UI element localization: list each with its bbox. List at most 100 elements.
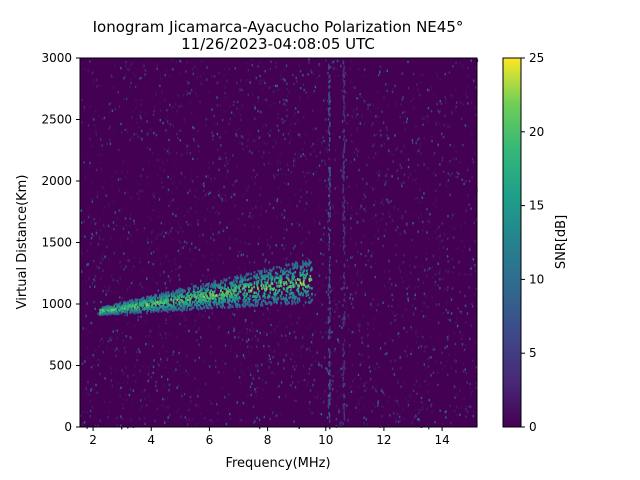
heatmap-cell — [163, 270, 165, 274]
heatmap-cell — [451, 172, 453, 175]
heatmap-cell — [283, 272, 285, 276]
heatmap-cell — [350, 160, 352, 164]
heatmap-cell — [131, 302, 133, 306]
heatmap-cell — [303, 141, 306, 144]
heatmap-cell — [103, 225, 105, 228]
heatmap-cell — [149, 399, 152, 402]
heatmap-cell — [184, 296, 187, 300]
heatmap-cell — [332, 374, 334, 378]
heatmap-cell — [471, 141, 473, 144]
heatmap-cell — [294, 107, 297, 110]
heatmap-cell — [239, 419, 241, 422]
heatmap-cell — [435, 303, 437, 306]
heatmap-cell — [145, 320, 147, 323]
heatmap-cell — [283, 367, 285, 370]
heatmap-cell — [160, 293, 163, 297]
heatmap-cell — [164, 307, 167, 310]
heatmap-cell — [447, 179, 450, 182]
heatmap-cell — [276, 198, 279, 201]
heatmap-cell — [277, 159, 279, 162]
heatmap-cell — [240, 362, 242, 365]
heatmap-cell — [135, 311, 137, 315]
heatmap-cell — [152, 193, 154, 197]
heatmap-cell — [192, 294, 195, 298]
heatmap-cell — [254, 176, 257, 179]
heatmap-cell — [310, 300, 312, 304]
heatmap-cell — [93, 82, 95, 86]
heatmap-cell — [141, 289, 143, 293]
heatmap-cell — [102, 237, 105, 241]
heatmap-cell — [259, 270, 261, 274]
heatmap-cell — [89, 415, 91, 418]
heatmap-cell — [415, 332, 417, 335]
heatmap-cell — [329, 372, 331, 376]
heatmap-cell — [302, 266, 304, 269]
heatmap-cell — [158, 301, 160, 304]
heatmap-cell — [311, 298, 314, 301]
heatmap-cell — [346, 424, 348, 428]
heatmap-cell — [292, 273, 294, 276]
heatmap-cell — [369, 103, 371, 106]
heatmap-cell — [459, 389, 461, 392]
heatmap-cell — [192, 285, 195, 288]
heatmap-cell — [453, 331, 455, 335]
heatmap-cell — [148, 343, 151, 347]
heatmap-cell — [166, 298, 168, 301]
heatmap-cell — [236, 280, 238, 284]
heatmap-cell — [356, 184, 358, 188]
heatmap-cell — [171, 269, 173, 273]
y-tick-label: 2000 — [41, 174, 72, 188]
heatmap-cell — [227, 408, 229, 411]
heatmap-cell — [283, 209, 286, 212]
heatmap-cell — [296, 264, 299, 268]
heatmap-cell — [342, 378, 344, 382]
heatmap-cell — [282, 281, 285, 284]
heatmap-cell — [329, 183, 331, 186]
heatmap-cell — [377, 404, 379, 407]
heatmap-cell — [192, 180, 194, 183]
heatmap-cell — [318, 64, 320, 67]
heatmap-cell — [208, 291, 211, 294]
heatmap-cell — [334, 298, 336, 301]
heatmap-cell — [212, 206, 214, 209]
heatmap-cell — [351, 255, 354, 259]
heatmap-cell — [92, 364, 95, 367]
heatmap-cell — [297, 283, 299, 287]
heatmap-cell — [461, 334, 464, 337]
heatmap-cell — [139, 111, 142, 114]
heatmap-cell — [420, 212, 422, 216]
heatmap-cell — [104, 205, 106, 208]
heatmap-cell — [230, 305, 233, 309]
heatmap-cell — [110, 371, 112, 375]
heatmap-cell — [263, 266, 265, 270]
heatmap-cell — [251, 287, 253, 291]
heatmap-cell — [262, 312, 265, 316]
heatmap-cell — [277, 309, 279, 312]
heatmap-cell — [299, 293, 302, 297]
heatmap-cell — [177, 136, 179, 140]
heatmap-cell — [465, 407, 467, 411]
heatmap-cell — [397, 381, 400, 384]
heatmap-cell — [125, 398, 127, 402]
heatmap-cell — [437, 383, 439, 387]
heatmap-cell — [167, 275, 170, 278]
heatmap-cell — [403, 382, 406, 385]
heatmap-cell — [256, 329, 258, 333]
heatmap-cell — [128, 299, 131, 303]
heatmap-cell — [402, 96, 404, 99]
heatmap-cell — [312, 217, 315, 220]
heatmap-cell — [168, 152, 171, 155]
heatmap-cell — [473, 79, 475, 82]
heatmap-cell — [171, 105, 173, 109]
heatmap-cell — [473, 410, 475, 413]
heatmap-cell — [268, 354, 271, 357]
heatmap-cell — [277, 276, 279, 280]
heatmap-cell — [129, 335, 131, 339]
heatmap-cell — [414, 307, 417, 310]
heatmap-cell — [286, 115, 288, 118]
heatmap-cell — [308, 231, 310, 234]
heatmap-cell — [206, 66, 208, 69]
heatmap-cell — [128, 303, 131, 307]
heatmap-cell — [279, 284, 282, 287]
heatmap-cell — [189, 307, 191, 311]
